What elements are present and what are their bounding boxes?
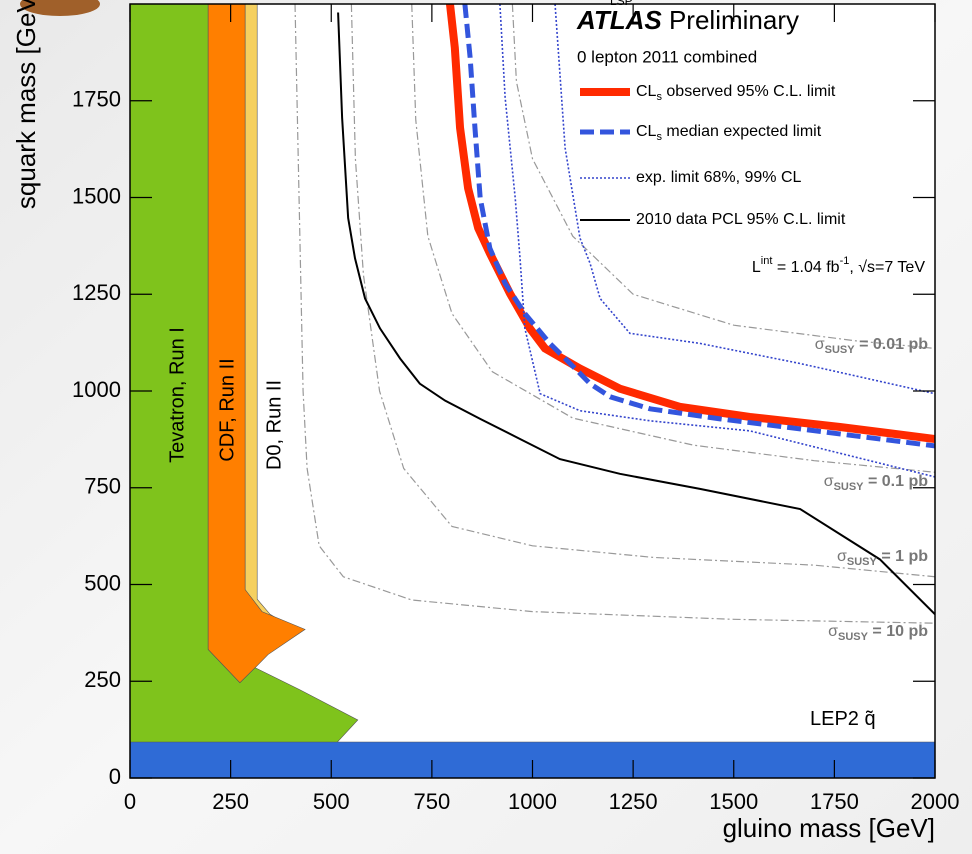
legend-label-part: median expected limit — [662, 123, 822, 140]
top-note: LSP — [610, 0, 633, 8]
x-tick-label: 250 — [212, 789, 249, 814]
limit-line — [462, 4, 935, 449]
xsec-label: σSUSY = 10 pb — [828, 623, 928, 643]
y-tick-label: 1500 — [72, 183, 121, 208]
xsec-label-part: SUSY — [838, 631, 869, 643]
xsec-contour — [411, 4, 935, 473]
xsec-label-part: σ — [815, 336, 825, 353]
luminosity: Lint = 1.04 fb-1, √s=7 TeV — [752, 255, 925, 276]
x-tick-label: 0 — [124, 789, 136, 814]
xsec-contour — [350, 4, 935, 578]
xsec-label: σSUSY = 0.1 pb — [824, 473, 929, 493]
limit-line — [446, 4, 935, 443]
y-tick-label: 250 — [84, 667, 121, 692]
legend-label-part: CL — [636, 123, 657, 140]
title-part: ATLAS — [576, 5, 662, 35]
xsec-contour — [294, 4, 935, 624]
legend-label: 2010 data PCL 95% C.L. limit — [636, 211, 846, 228]
y-tick-label: 750 — [84, 474, 121, 499]
axes — [129, 4, 936, 779]
lumi-part: int — [761, 255, 773, 267]
region-label-part: q̃ — [864, 708, 875, 730]
title-part: Preliminary — [662, 5, 799, 35]
xsec-label-part: SUSY — [825, 344, 856, 356]
x-tick-label: 1750 — [810, 789, 859, 814]
y-tick-label: 0 — [109, 764, 121, 789]
legend-label-part: s — [656, 131, 662, 143]
y-tick-label: 500 — [84, 570, 121, 595]
x-tick-label: 1250 — [609, 789, 658, 814]
lumi-part: , √s=7 TeV — [849, 259, 925, 276]
x-axis-title: gluino mass [GeV] — [723, 813, 935, 843]
xsec-label-part: SUSY — [834, 481, 865, 493]
region-label: D0, Run II — [263, 380, 285, 470]
xsec-label: σSUSY = 0.01 pb — [815, 336, 928, 356]
legend-label: CLs observed 95% C.L. limit — [636, 83, 836, 103]
limit-line — [554, 4, 935, 395]
legend-label-part: exp. limit 68%, 99% CL — [636, 169, 802, 186]
title: ATLAS Preliminary — [576, 5, 799, 35]
xsec-label-part: = 10 pb — [868, 623, 928, 640]
region — [130, 4, 359, 746]
lumi-part: = 1.04 fb — [772, 259, 839, 276]
legend-label: exp. limit 68%, 99% CL — [636, 169, 802, 186]
xsec-label-part: σ — [828, 623, 838, 640]
x-tick-label: 1000 — [508, 789, 557, 814]
xsec-label-part: σ — [824, 473, 834, 490]
limit-line — [499, 4, 935, 478]
x-tick-label: 2000 — [911, 789, 960, 814]
y-axis-title: squark mass [GeV] — [11, 0, 41, 209]
logo — [20, 0, 100, 16]
lumi-part: -1 — [840, 255, 850, 267]
legend-label-part: CL — [636, 83, 657, 100]
xsec-label-part: = 0.01 pb — [855, 336, 929, 353]
region-label: CDF, Run II — [216, 358, 238, 461]
legend-label-part: observed 95% C.L. limit — [662, 83, 836, 100]
y-tick-label: 1000 — [72, 377, 121, 402]
region-label: LEP2 q̃ — [810, 708, 876, 730]
xsec-contour — [511, 4, 935, 350]
x-tick-label: 1500 — [709, 789, 758, 814]
legend-label: CLs median expected limit — [636, 123, 822, 143]
xsec-label-part: = 0.1 pb — [864, 473, 929, 490]
region-label-part: LEP2 — [810, 708, 864, 730]
subtitle: 0 lepton 2011 combined — [577, 47, 757, 66]
lumi-part: L — [752, 259, 761, 276]
xsec-label-part: SUSY — [847, 556, 878, 568]
x-tick-label: 500 — [313, 789, 350, 814]
xsec-label-part: = 1 pb — [877, 548, 928, 565]
xsec-label-part: σ — [837, 548, 847, 565]
legend-label-part: s — [656, 91, 662, 103]
limit-line — [337, 12, 935, 616]
region-label: Tevatron, Run I — [166, 327, 188, 463]
x-tick-label: 750 — [414, 789, 451, 814]
y-tick-label: 1250 — [72, 280, 121, 305]
legend-label-part: 2010 data PCL 95% C.L. limit — [636, 211, 846, 228]
xsec-label: σSUSY = 1 pb — [837, 548, 928, 568]
y-tick-label: 1750 — [72, 87, 121, 112]
